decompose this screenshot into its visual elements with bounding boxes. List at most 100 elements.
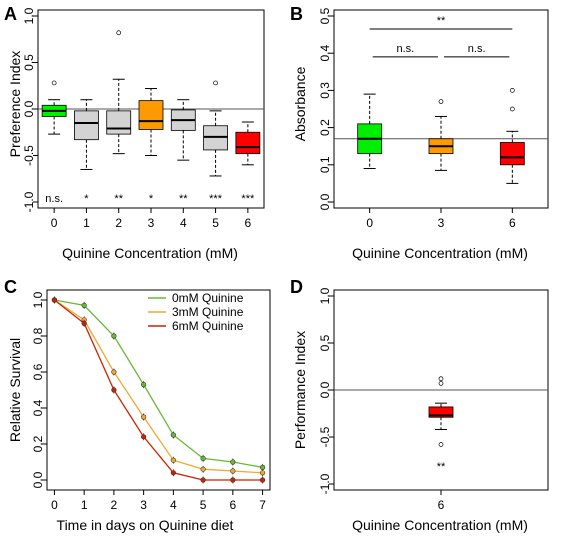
- data-point: [170, 470, 176, 476]
- x-tick-label: 2: [115, 216, 122, 230]
- outlier-point: [116, 30, 122, 36]
- x-tick-label: 6: [245, 216, 252, 230]
- significance-label: n.s.: [45, 193, 63, 205]
- outlier-point: [438, 381, 444, 386]
- panel-c-survival: 0.0 0.2 0.4 0.6 0.8 1.0 Time in days on Quinin…: [7, 289, 271, 533]
- significance-label: **: [179, 193, 188, 205]
- legend-label: 0mM Quinine: [172, 291, 244, 305]
- x-axis-title: Time in days on Quinine diet: [57, 517, 234, 533]
- box: [74, 110, 99, 141]
- y-axis-title: Relative Survival: [7, 338, 23, 442]
- data-point: [259, 470, 266, 476]
- panel-d-performance-index: -1.0 -0.5 0.0 0.5 1.0 Quinine Concentration (…: [292, 287, 549, 533]
- y-tick-label: 0.1: [318, 156, 332, 173]
- y-tick-label: 1.0: [22, 7, 36, 24]
- data-point: [230, 477, 236, 483]
- significance-label: **: [114, 193, 123, 205]
- plot-frame: [46, 289, 271, 491]
- box: [499, 142, 525, 166]
- x-tick-label: 3: [140, 498, 147, 512]
- data-point: [200, 455, 206, 462]
- y-tick-label: 0.5: [318, 334, 332, 351]
- x-tick-label: 5: [212, 216, 219, 230]
- bracket-label: **: [437, 15, 446, 27]
- data-point: [111, 387, 117, 393]
- significance-label: ***: [209, 193, 223, 205]
- y-tick-label: 0.3: [318, 82, 332, 99]
- x-tick-label: 4: [170, 498, 177, 512]
- panel-letter-c: C: [4, 277, 17, 297]
- x-tick-label: 6: [509, 216, 516, 230]
- y-tick-label: 0.6: [31, 363, 45, 380]
- y-tick-label: -1.0: [318, 473, 332, 494]
- y-tick-label: 0.4: [318, 45, 332, 62]
- x-tick-label: 0: [51, 498, 58, 512]
- outlier-point: [438, 442, 444, 447]
- data-point: [111, 333, 117, 339]
- outlier-point: [213, 80, 218, 86]
- data-point: [230, 468, 236, 474]
- box: [138, 100, 164, 130]
- data-point: [259, 464, 266, 471]
- legend-label: 6mM Quinine: [172, 319, 244, 333]
- box: [428, 406, 454, 418]
- y-tick-label: 0.0: [22, 100, 36, 117]
- significance-label: *: [149, 193, 154, 205]
- x-tick-label: 4: [180, 216, 187, 230]
- y-tick-label: -0.5: [318, 426, 332, 447]
- x-tick-label: 3: [148, 216, 155, 230]
- x-tick-label: 3: [438, 216, 445, 230]
- x-tick-label: 2: [111, 498, 118, 512]
- x-tick-label: 7: [259, 498, 266, 512]
- bracket-label: n.s.: [468, 43, 486, 55]
- x-tick-label: 5: [200, 498, 207, 512]
- y-tick-label: 0.2: [318, 119, 332, 136]
- y-tick-label: 0.0: [31, 471, 45, 488]
- y-tick-label: 0.0: [318, 193, 332, 210]
- x-tick-label: 1: [81, 498, 88, 512]
- data-point: [81, 320, 87, 327]
- data-point: [230, 459, 236, 465]
- y-axis-title: Absorbance: [292, 66, 308, 141]
- data-point: [141, 434, 147, 440]
- y-axis-title: Performance Index: [292, 331, 308, 449]
- series-line: [54, 299, 263, 469]
- y-tick-label: 0.8: [31, 327, 45, 344]
- x-tick-label: 0: [51, 216, 58, 230]
- box: [106, 110, 132, 135]
- y-tick-label: -1.0: [22, 191, 36, 212]
- x-tick-label: 1: [83, 216, 90, 230]
- y-tick-label: -0.5: [22, 145, 36, 166]
- y-axis-title: Preference Index: [7, 51, 23, 158]
- outlier-point: [438, 99, 444, 104]
- panel-a-preference-index: -1.0 -0.5 0.0 0.5 1.0 Quinine Concentration (…: [7, 7, 265, 261]
- significance-label: **: [437, 461, 446, 473]
- bracket-label: n.s.: [396, 43, 414, 55]
- outlier-point: [509, 88, 515, 93]
- y-tick-label: 1.0: [318, 287, 332, 304]
- data-point: [170, 432, 176, 438]
- panel-letter-a: A: [4, 4, 17, 24]
- data-point: [200, 477, 206, 483]
- significance-label: *: [84, 193, 89, 205]
- y-tick-label: 0.5: [318, 7, 332, 24]
- data-point: [81, 302, 87, 309]
- x-tick-label: 0: [366, 216, 373, 230]
- y-tick-label: 0.2: [31, 435, 45, 452]
- x-axis-title: Quinine Concentration (mM): [352, 245, 528, 261]
- legend-label: 3mM Quinine: [172, 305, 244, 319]
- outlier-point: [438, 376, 444, 382]
- series-line: [54, 299, 263, 481]
- y-tick-label: 0.5: [22, 54, 36, 71]
- data-point: [200, 466, 206, 472]
- data-point: [111, 369, 117, 375]
- panel-letter-b: B: [290, 4, 303, 24]
- panel-letter-d: D: [290, 277, 303, 297]
- y-tick-label: 0.4: [31, 399, 45, 416]
- outlier-point: [51, 80, 57, 86]
- panel-b-absorbance: 0.0 0.1 0.2 0.3 0.4 0.5 Quinine Concentration …: [292, 7, 549, 261]
- y-tick-label: 0.0: [318, 381, 332, 398]
- data-point: [51, 297, 58, 303]
- data-point: [141, 382, 147, 388]
